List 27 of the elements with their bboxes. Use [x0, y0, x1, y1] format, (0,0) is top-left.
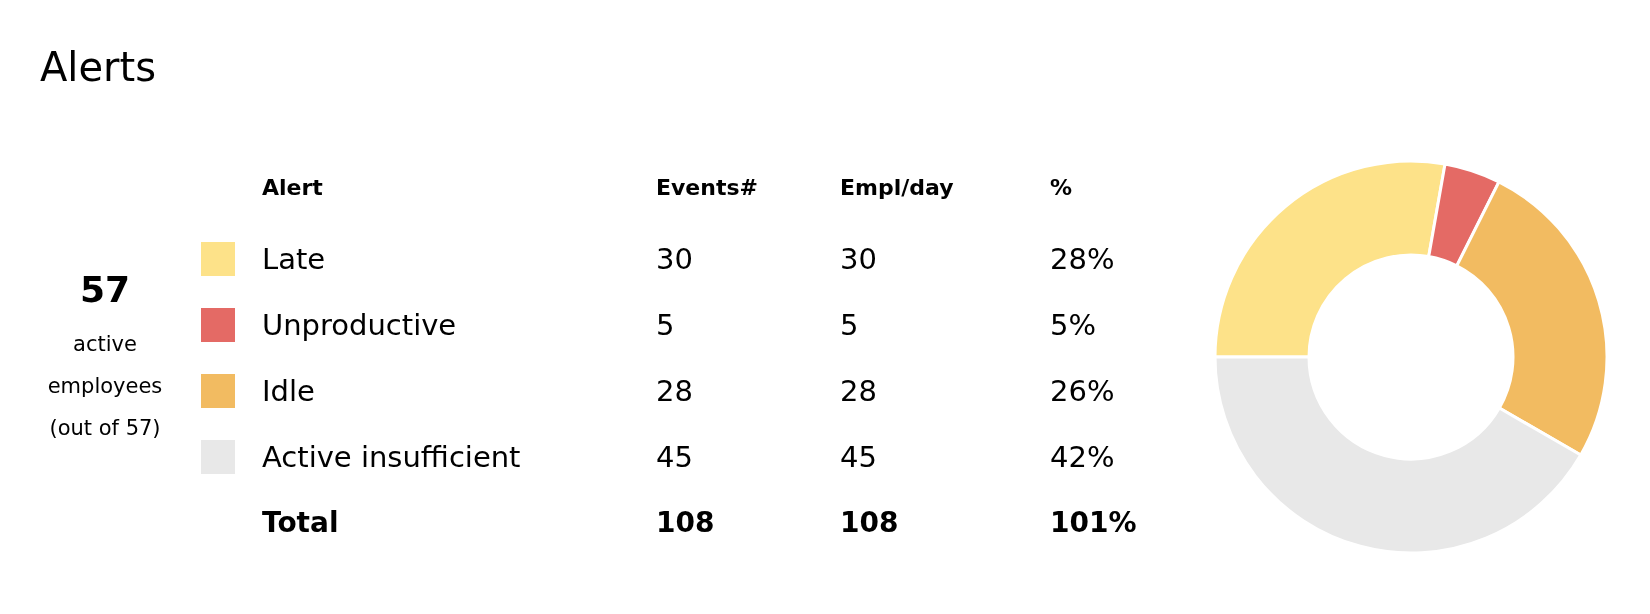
text: 42%: [1050, 440, 1115, 474]
text: 5%: [1050, 308, 1097, 342]
text: 108: [840, 506, 899, 539]
legend-label: Unproductive: [262, 308, 457, 342]
text: 45: [840, 440, 877, 474]
text: 26%: [1050, 374, 1115, 408]
chart-title: Alerts: [40, 44, 157, 90]
text: %: [1050, 175, 1073, 200]
text: Events#: [656, 175, 758, 200]
legend-label: Active insufficient: [262, 440, 521, 474]
legend-label: Late: [262, 242, 326, 276]
text: Total: [262, 506, 339, 539]
legend-label: Idle: [262, 374, 315, 408]
text: 108: [656, 506, 715, 539]
text: 5: [840, 308, 859, 342]
text: 57: [79, 269, 131, 310]
data-label: 45: [656, 440, 693, 474]
data-label: 5: [656, 308, 675, 342]
text: 28%: [1050, 242, 1115, 276]
text: active employees (out of 57): [47, 332, 163, 440]
text: 101%: [1050, 506, 1137, 539]
data-label: 28: [656, 374, 693, 408]
data-label: 30: [656, 242, 693, 276]
legend-title: Alert: [262, 175, 323, 200]
text: 28: [840, 374, 877, 408]
text: Empl/day: [840, 175, 954, 200]
text: 30: [840, 242, 877, 276]
